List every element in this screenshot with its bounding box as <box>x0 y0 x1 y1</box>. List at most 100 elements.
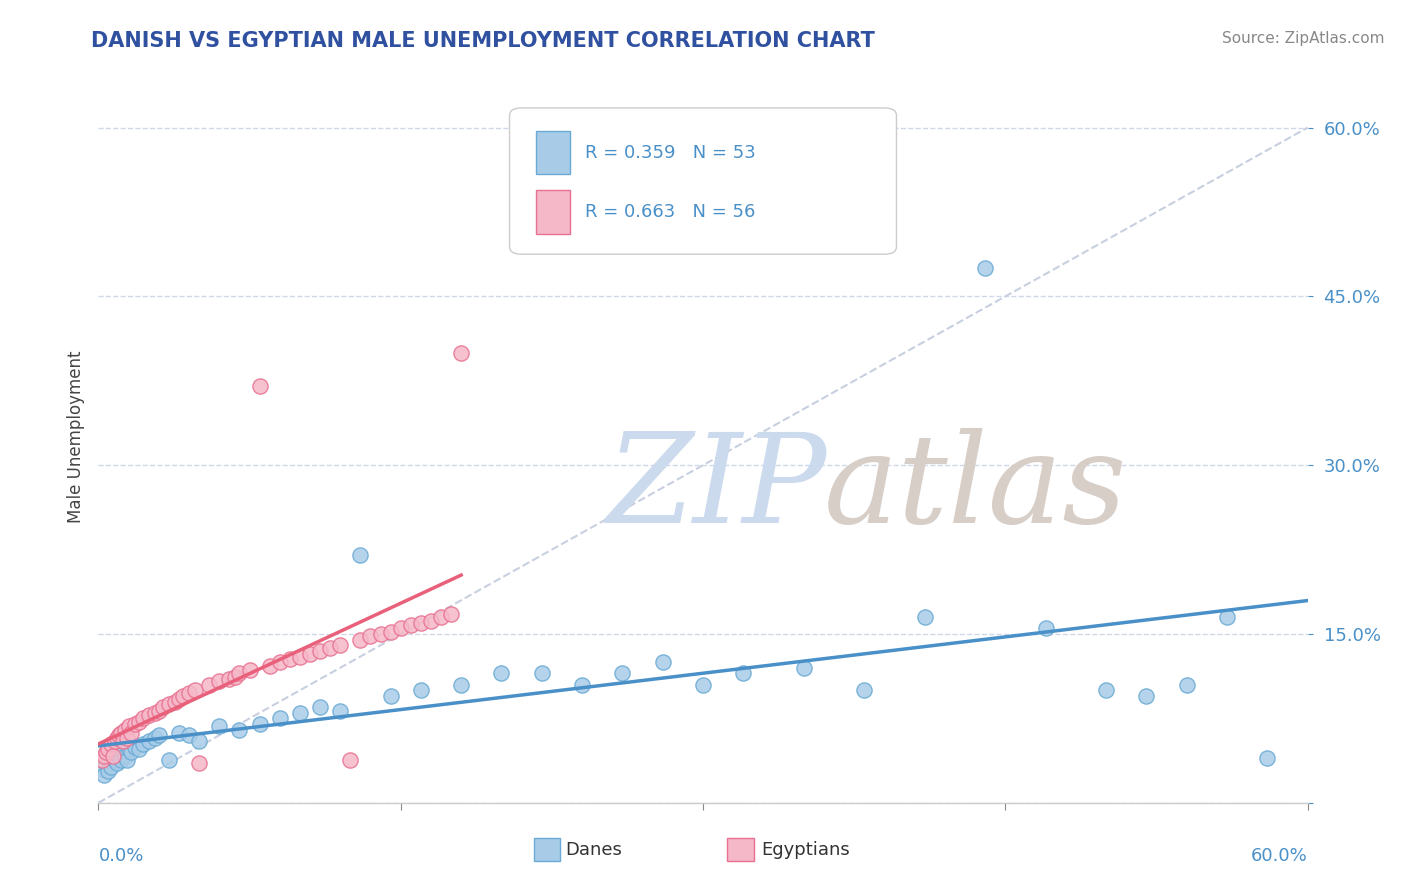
Point <box>96 756 118 771</box>
Point <box>491 666 513 681</box>
Point <box>440 607 463 621</box>
Point <box>1095 683 1118 698</box>
Point <box>208 719 231 733</box>
Point <box>1175 678 1198 692</box>
Point <box>105 756 128 771</box>
Point <box>114 723 136 737</box>
Point <box>188 734 211 748</box>
Point <box>148 704 170 718</box>
Point <box>167 692 190 706</box>
Point <box>118 719 141 733</box>
Text: 0.0%: 0.0% <box>98 847 143 864</box>
Point <box>128 741 150 756</box>
Point <box>138 708 160 723</box>
Text: 60.0%: 60.0% <box>1251 847 1308 864</box>
FancyBboxPatch shape <box>727 838 754 862</box>
Point <box>380 624 402 639</box>
Point <box>148 728 170 742</box>
FancyBboxPatch shape <box>534 838 561 862</box>
Point <box>914 610 936 624</box>
Point <box>218 672 240 686</box>
Point <box>269 711 291 725</box>
Point <box>339 753 361 767</box>
Point <box>157 753 180 767</box>
Point <box>188 756 211 771</box>
Text: R = 0.663   N = 56: R = 0.663 N = 56 <box>585 202 755 221</box>
Point <box>97 741 120 756</box>
Point <box>115 731 138 745</box>
Point <box>93 767 115 781</box>
Point <box>143 731 166 745</box>
Point <box>167 726 190 740</box>
FancyBboxPatch shape <box>536 190 569 234</box>
Point <box>105 731 128 745</box>
Text: R = 0.359   N = 53: R = 0.359 N = 53 <box>585 144 755 161</box>
Point <box>349 632 371 647</box>
Point <box>380 689 402 703</box>
Point <box>329 704 352 718</box>
Point <box>96 745 118 759</box>
Point <box>329 638 352 652</box>
Point <box>198 678 221 692</box>
Point <box>163 694 186 708</box>
Point <box>228 723 250 737</box>
Point <box>450 678 472 692</box>
Point <box>111 745 134 759</box>
Text: Egyptians: Egyptians <box>761 841 849 859</box>
Point <box>103 753 125 767</box>
Point <box>349 548 371 562</box>
Text: DANISH VS EGYPTIAN MALE UNEMPLOYMENT CORRELATION CHART: DANISH VS EGYPTIAN MALE UNEMPLOYMENT COR… <box>91 31 876 51</box>
Point <box>120 726 142 740</box>
Point <box>184 683 207 698</box>
Point <box>299 647 322 661</box>
Point <box>259 658 281 673</box>
Point <box>409 683 432 698</box>
Point <box>124 717 146 731</box>
Point <box>389 621 412 635</box>
Point <box>733 666 755 681</box>
Point <box>571 678 593 692</box>
Point <box>101 748 124 763</box>
Point <box>132 737 155 751</box>
FancyBboxPatch shape <box>509 108 897 254</box>
Point <box>409 615 432 630</box>
Point <box>288 706 311 720</box>
Point <box>420 614 443 628</box>
Text: Source: ZipAtlas.com: Source: ZipAtlas.com <box>1222 31 1385 46</box>
Point <box>612 666 634 681</box>
Point <box>228 666 250 681</box>
Point <box>319 640 342 655</box>
Point <box>120 745 142 759</box>
Point <box>208 674 231 689</box>
Point <box>249 379 271 393</box>
Point <box>138 734 160 748</box>
Point <box>370 627 392 641</box>
Text: atlas: atlas <box>824 427 1128 549</box>
Point <box>100 760 122 774</box>
Point <box>107 728 129 742</box>
Point <box>118 741 141 756</box>
Point <box>132 711 155 725</box>
Point <box>249 717 271 731</box>
Point <box>974 261 997 276</box>
Point <box>172 689 194 703</box>
Point <box>793 661 815 675</box>
Point <box>124 739 146 754</box>
Point <box>157 697 180 711</box>
Point <box>288 649 311 664</box>
Point <box>853 683 876 698</box>
Point <box>110 726 132 740</box>
Point <box>143 706 166 720</box>
Point <box>114 748 136 763</box>
Point <box>91 762 114 776</box>
Text: ZIP: ZIP <box>606 427 827 549</box>
Point <box>360 629 382 643</box>
Point <box>1035 621 1057 635</box>
Point <box>91 753 114 767</box>
Point <box>93 748 115 763</box>
FancyBboxPatch shape <box>536 130 569 175</box>
Text: Danes: Danes <box>565 841 621 859</box>
Point <box>278 652 301 666</box>
Point <box>399 618 422 632</box>
Point <box>450 345 472 359</box>
